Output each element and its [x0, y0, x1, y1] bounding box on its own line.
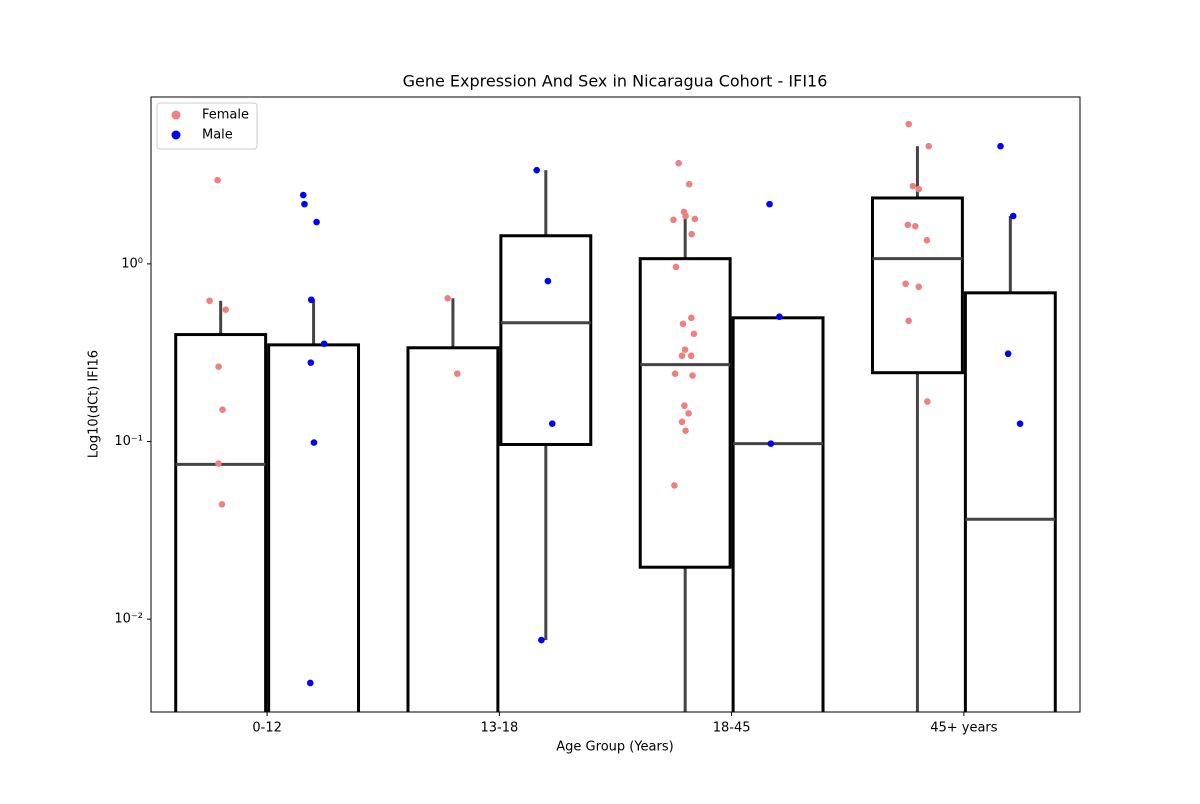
point: [1004, 350, 1012, 358]
legend-label: Male: [202, 128, 233, 143]
x-tick-label: 45+ years: [930, 721, 998, 736]
point: [691, 215, 699, 223]
point: [313, 218, 320, 226]
point: [923, 236, 931, 244]
x-axis-label: Age Group (Years): [556, 740, 673, 755]
point: [307, 359, 315, 366]
point: [687, 352, 695, 360]
point: [548, 420, 556, 427]
box: [406, 346, 500, 712]
point: [672, 263, 680, 271]
point: [215, 460, 222, 467]
legend-marker: [171, 110, 181, 120]
point: [671, 482, 678, 489]
point: [688, 230, 695, 238]
x-tick-label: 0-12: [252, 721, 282, 736]
point: [320, 340, 328, 348]
point: [902, 280, 909, 288]
point: [905, 317, 912, 325]
point: [911, 222, 919, 230]
point: [219, 406, 226, 414]
point: [681, 402, 688, 410]
point: [682, 212, 689, 220]
point: [675, 159, 682, 167]
point: [222, 306, 230, 314]
point: [1016, 420, 1024, 427]
point: [679, 320, 687, 328]
point: [678, 352, 686, 360]
point: [299, 191, 307, 199]
point: [689, 372, 696, 379]
legend-box: [156, 102, 258, 150]
box: [963, 291, 1057, 712]
y-tick-label: 10⁻¹: [114, 434, 143, 449]
point: [687, 314, 695, 322]
point: [453, 370, 461, 377]
point: [218, 501, 226, 508]
point: [997, 142, 1004, 150]
point: [678, 418, 686, 426]
y-tick-label: 10⁻²: [114, 612, 143, 627]
point: [544, 277, 552, 285]
box: [267, 343, 361, 712]
point: [307, 296, 315, 304]
x-tick-label: 13-18: [480, 721, 518, 736]
point: [909, 182, 917, 190]
point: [215, 363, 222, 370]
point: [538, 636, 545, 644]
point: [310, 439, 318, 446]
x-tick-label: 18-45: [713, 721, 751, 736]
point: [681, 346, 689, 353]
point: [925, 142, 933, 150]
point: [682, 427, 689, 435]
point: [206, 297, 213, 305]
axes-frame: [150, 96, 1081, 713]
y-tick-label: 10⁰: [121, 256, 143, 271]
point: [214, 176, 221, 184]
plot-area: [174, 120, 1057, 712]
point: [690, 330, 698, 338]
box: [499, 234, 593, 446]
point: [915, 185, 923, 193]
chart-title: Gene Expression And Sex in Nicaragua Coh…: [403, 72, 828, 91]
point: [306, 679, 314, 687]
point: [915, 283, 923, 291]
point: [776, 313, 783, 321]
box: [870, 196, 964, 375]
legend-marker: [171, 130, 181, 140]
box: [638, 257, 732, 569]
point: [671, 370, 679, 377]
point: [685, 410, 692, 417]
point: [1009, 212, 1017, 220]
point: [533, 166, 541, 174]
point: [905, 120, 912, 128]
point: [444, 295, 451, 302]
point: [924, 398, 931, 405]
y-axis-label: Log10(dCt) IFI16: [87, 350, 102, 458]
point: [766, 200, 773, 208]
point: [904, 221, 912, 229]
point: [301, 200, 308, 208]
point: [670, 216, 677, 224]
box: [174, 333, 268, 712]
point: [685, 180, 693, 188]
legend-label: Female: [202, 108, 249, 123]
point: [767, 440, 775, 447]
